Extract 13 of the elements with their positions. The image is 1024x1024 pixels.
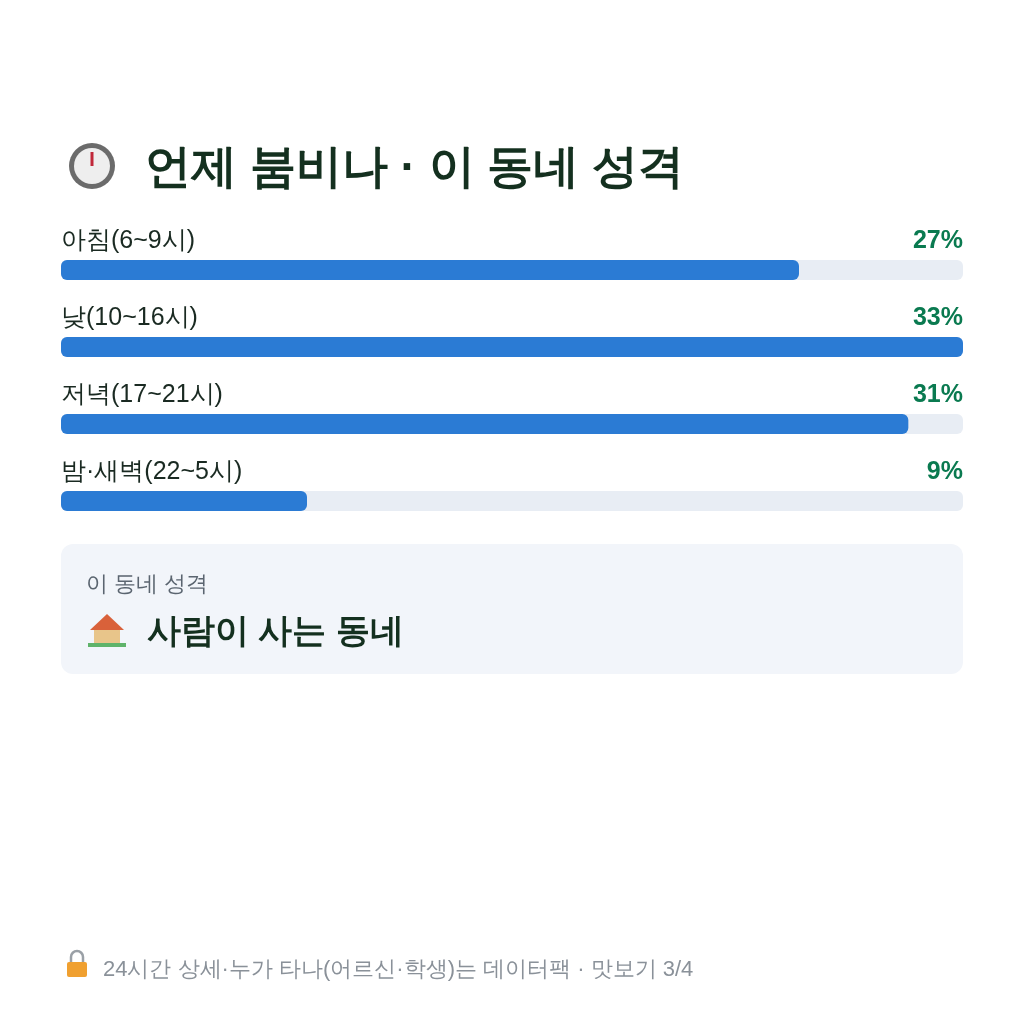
- text: 24시간 상세·누가 타나(어르신·학생)는 데이터팩 · 맛보기 3/4: [103, 956, 694, 981]
- data-label: 33%: [912, 302, 963, 330]
- y-tick-label: 아침(6~9시): [61, 225, 196, 253]
- y-tick-label: 밤·새벽(22~5시): [61, 456, 243, 484]
- y-tick-label: 저녁(17~21시): [61, 379, 223, 407]
- bar: [61, 491, 307, 511]
- data-label: 27%: [912, 225, 963, 253]
- y-tick-label: 낮(10~16시): [61, 302, 198, 330]
- text: 사람이 사는 동네: [147, 611, 404, 649]
- data-label: 9%: [926, 456, 963, 484]
- chart-title: 언제 붐비나 · 이 동네 성격: [145, 140, 685, 192]
- data-label: 31%: [912, 379, 963, 407]
- text: 이 동네 성격: [86, 571, 209, 596]
